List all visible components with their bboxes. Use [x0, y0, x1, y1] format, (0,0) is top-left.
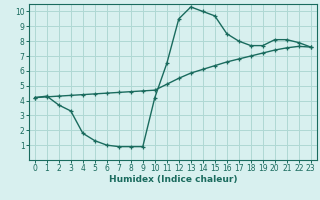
X-axis label: Humidex (Indice chaleur): Humidex (Indice chaleur) — [108, 175, 237, 184]
